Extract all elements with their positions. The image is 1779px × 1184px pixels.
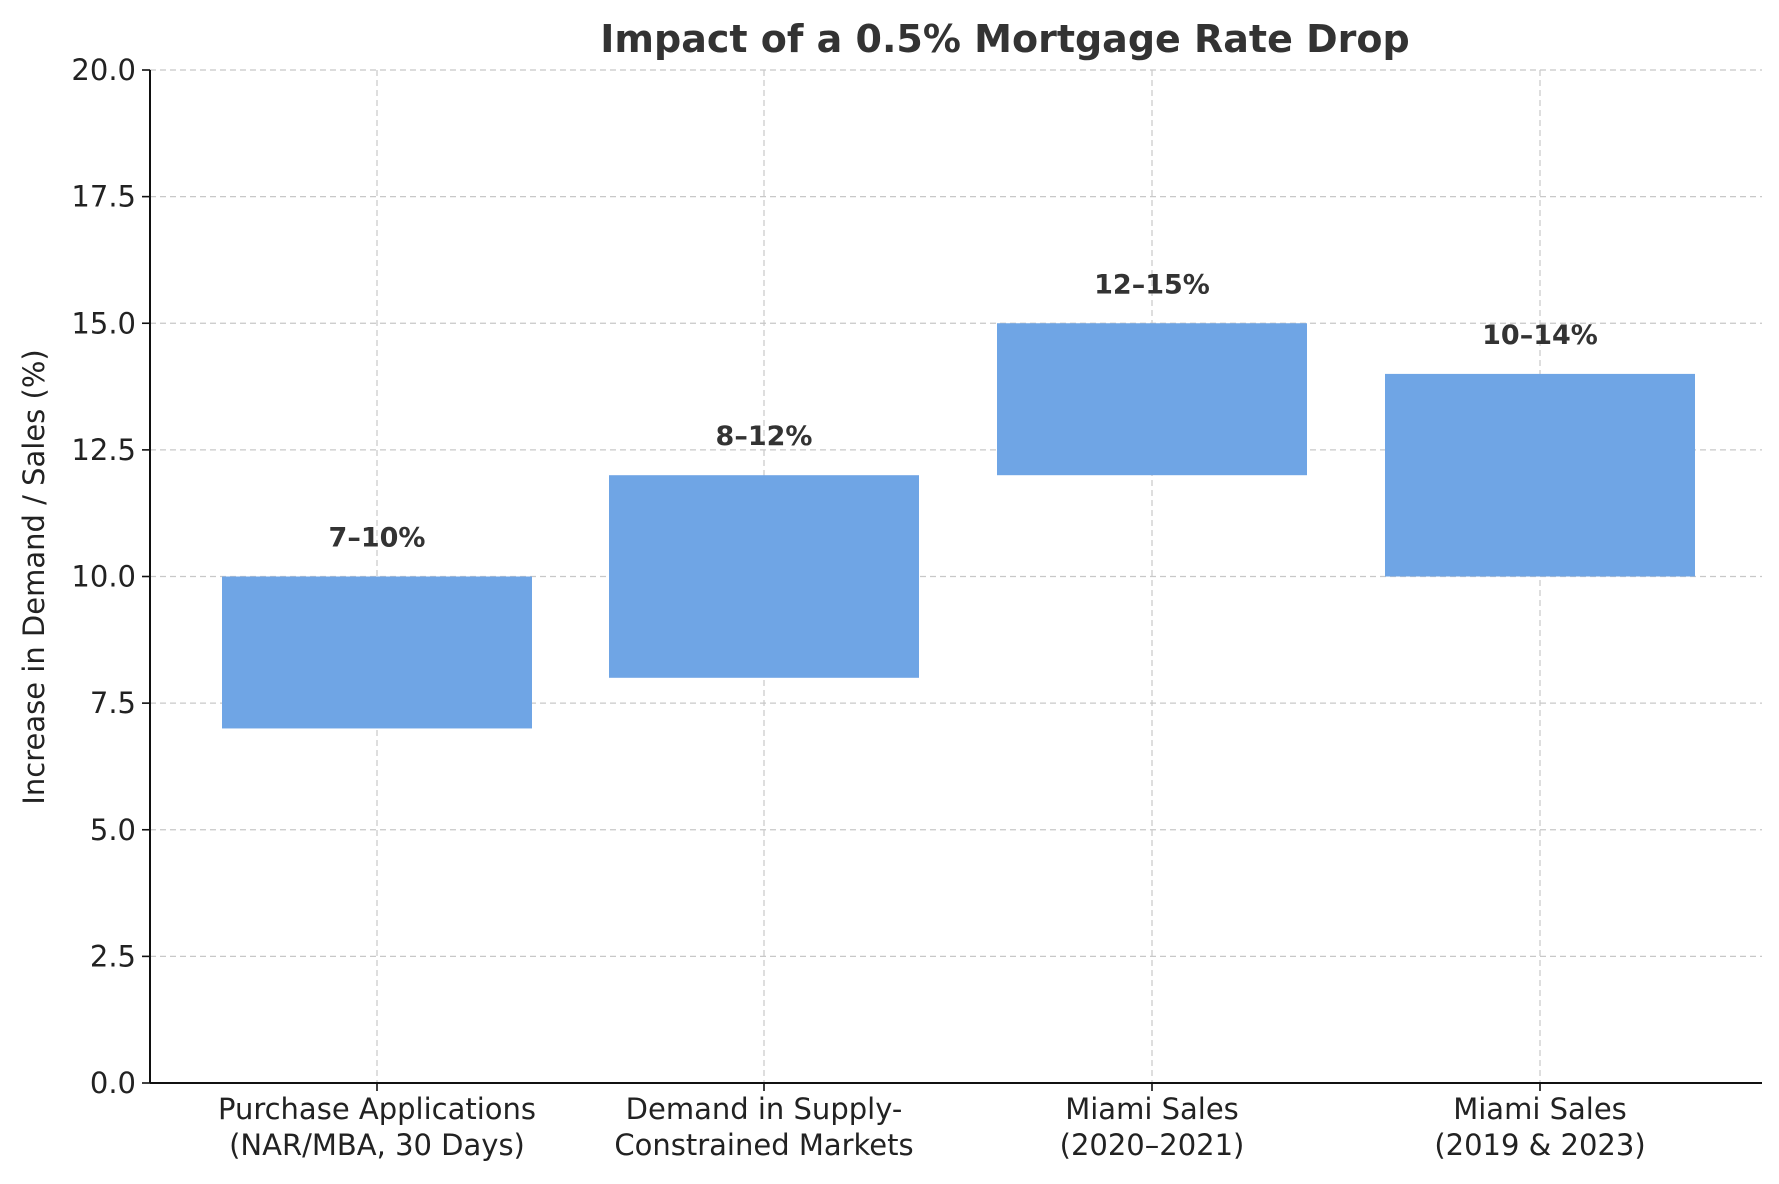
- x-tick-label-line: Demand in Supply-: [626, 1092, 903, 1126]
- data-label: 10–14%: [1482, 320, 1598, 351]
- x-tick-label: Miami Sales (2019 & 2023): [1434, 1092, 1645, 1162]
- y-tick-label: 5.0: [90, 813, 136, 847]
- y-tick-label: 12.5: [71, 433, 136, 467]
- x-tick-label-line: Constrained Markets: [614, 1128, 913, 1162]
- x-tick-label: Purchase Applications (NAR/MBA, 30 Days): [218, 1092, 536, 1162]
- x-tick-label: Demand in Supply-Constrained Markets: [614, 1092, 913, 1162]
- bar: [222, 576, 532, 729]
- x-tick-label-line: Miami Sales: [1065, 1092, 1239, 1126]
- y-tick-label: 0.0: [90, 1066, 136, 1100]
- axis-layer: [142, 69, 1762, 1091]
- bar: [1385, 373, 1695, 577]
- x-tick-label-line: (2019 & 2023): [1434, 1128, 1645, 1162]
- x-tick-label-line: Purchase Applications: [218, 1092, 536, 1126]
- x-tick-label-line: (NAR/MBA, 30 Days): [229, 1128, 525, 1162]
- x-tick-label-line: (2020–2021): [1060, 1128, 1245, 1162]
- bar: [609, 475, 919, 678]
- y-tick-label: 15.0: [71, 306, 136, 340]
- data-label: 7–10%: [329, 523, 426, 554]
- bar-layer: [222, 323, 1695, 729]
- y-axis-label: Increase in Demand / Sales (%): [17, 349, 51, 804]
- x-tick-label: Miami Sales (2020–2021): [1060, 1092, 1245, 1162]
- y-tick-label: 2.5: [90, 939, 136, 973]
- label-layer: 0.0 2.5 5.0 7.5 10.0 12.5 15.0 17.5 20.0 7–10% Pur…: [71, 53, 1645, 1162]
- chart-title: Impact of a 0.5% Mortgage Rate Drop: [600, 17, 1409, 61]
- y-tick-label: 7.5: [90, 686, 136, 720]
- x-tick-label-line: Miami Sales: [1453, 1092, 1627, 1126]
- y-tick-label: 20.0: [71, 53, 136, 87]
- data-label: 8–12%: [716, 421, 813, 452]
- bar: [997, 323, 1307, 476]
- y-tick-label: 17.5: [71, 180, 136, 214]
- data-label: 12–15%: [1094, 269, 1210, 300]
- y-tick-label: 10.0: [71, 560, 136, 594]
